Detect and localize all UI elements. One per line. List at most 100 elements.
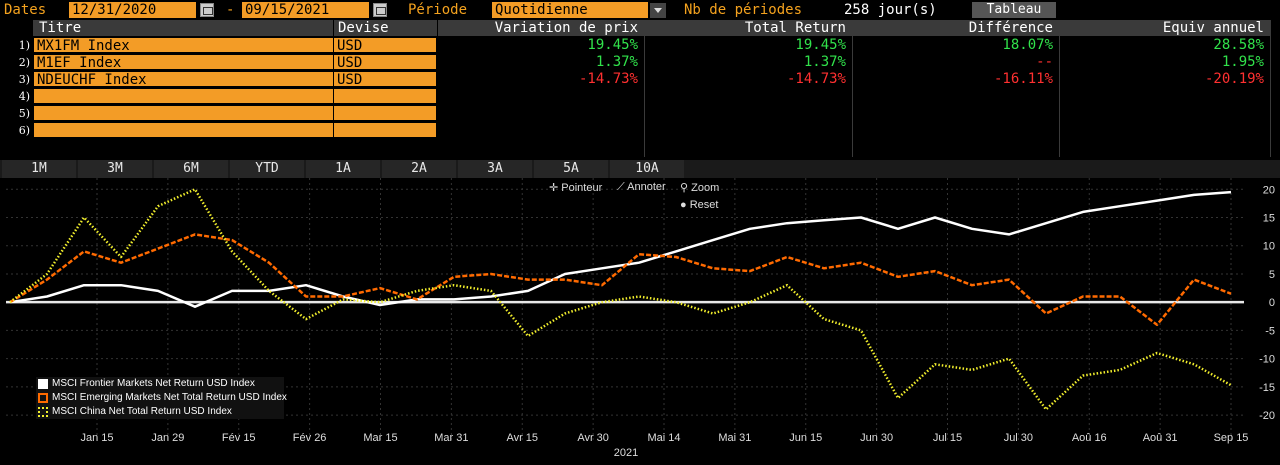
start-calendar-icon[interactable] [200,3,214,17]
difference-cell [853,105,1059,122]
equiv-cell [1060,105,1270,122]
header-devise[interactable]: Devise [334,20,437,36]
x-tick-label: Jun 30 [860,432,893,444]
search-icon: ⚲ [680,182,689,194]
series-line-0[interactable] [9,190,1232,308]
devise-cell[interactable] [333,105,437,121]
period-tab-10a[interactable]: 10A [610,160,684,178]
equiv-cell: -20.19% [1204,71,1264,87]
column-divider [852,20,853,157]
y-tick-label: -20 [1259,410,1275,422]
y-tick-label: 5 [1269,269,1275,281]
header-equiv-annuel[interactable]: Equiv annuel [1060,20,1270,36]
row-number: 3) [18,73,30,86]
total-cell: 19.45% [795,37,846,53]
toolbar: Dates 12/31/2020 - 09/15/2021 Période Qu… [0,0,1280,20]
pointeur-tool[interactable]: ✛ Pointeur [549,182,603,194]
period-tab-6m[interactable]: 6M [154,160,228,178]
x-tick-label: Aoû 31 [1143,432,1178,444]
x-tick-label: Jul 15 [933,432,962,444]
x-tick-label: Mar 31 [434,432,468,444]
variation-cell [438,105,644,122]
header-titre[interactable]: Titre [33,20,333,36]
header-total-return[interactable]: Total Return [645,20,852,36]
period-tab-ytd[interactable]: YTD [230,160,304,178]
total-cell: 1.37% [803,54,846,70]
devise-cell[interactable]: USD [333,71,437,87]
end-calendar-icon[interactable] [373,3,387,17]
header-difference[interactable]: Différence [853,20,1059,36]
legend-swatch [38,379,48,389]
titre-cell[interactable]: MX1FM Index [33,37,334,53]
difference-cell: -16.11% [993,71,1053,87]
periode-dropdown[interactable]: Quotidienne [492,2,648,18]
row-number: 6) [18,124,30,137]
y-tick-label: 15 [1263,213,1275,225]
x-tick-label: Jan 29 [151,432,184,444]
titre-cell[interactable] [33,88,334,104]
row-number: 5) [18,107,30,120]
crosshair-icon: ✛ [549,182,559,194]
date-separator: - [226,2,235,18]
x-tick-label: Mai 31 [718,432,751,444]
devise-cell[interactable]: USD [333,37,437,53]
difference-cell [853,88,1059,105]
y-tick-label: 20 [1263,184,1275,196]
tableau-button[interactable]: Tableau [972,2,1056,18]
variation-cell [438,88,644,105]
x-tick-label: Avr 30 [577,432,609,444]
x-tick-label: Mar 15 [363,432,397,444]
devise-cell[interactable]: USD [333,54,437,70]
legend-item[interactable]: MSCI Frontier Markets Net Return USD Ind… [36,377,284,391]
dates-label: Dates [4,2,47,18]
difference-cell: -- [1036,54,1053,70]
titre-cell[interactable]: NDEUCHF Index [33,71,334,87]
x-tick-label: Fév 15 [222,432,256,444]
securities-table: Titre Devise Variation de prix Total Ret… [0,20,1280,157]
x-tick-label: Fév 26 [293,432,327,444]
titre-cell[interactable] [33,122,334,138]
total-cell [645,105,852,122]
zoom-tool[interactable]: ⚲ Zoom [680,182,720,194]
column-divider [644,20,645,157]
end-date-field[interactable]: 09/15/2021 [242,2,369,18]
period-tab-3a[interactable]: 3A [458,160,532,178]
period-tab-3m[interactable]: 3M [78,160,152,178]
pencil-icon: ⟋ [617,181,625,193]
titre-cell[interactable] [33,105,334,121]
x-tick-label: Sep 15 [1214,432,1249,444]
row-number: 2) [18,56,30,69]
x-tick-label: Mai 14 [647,432,680,444]
x-tick-label: Avr 15 [506,432,538,444]
period-tab-5a[interactable]: 5A [534,160,608,178]
legend-item[interactable]: MSCI China Net Total Return USD Index [36,405,284,419]
start-date-field[interactable]: 12/31/2020 [69,2,196,18]
series-line-1[interactable] [9,233,1232,327]
nb-periodes-label: Nb de périodes [684,2,803,18]
y-tick-label: -5 [1265,325,1275,337]
variation-cell: 1.37% [595,54,638,70]
difference-cell [853,122,1059,139]
header-variation[interactable]: Variation de prix [438,20,644,36]
total-cell [645,88,852,105]
period-tab-1m[interactable]: 1M [2,160,76,178]
legend-swatch [38,407,48,417]
reset-icon: ● [680,199,687,211]
row-number: 4) [18,90,30,103]
variation-cell [438,122,644,139]
devise-cell[interactable] [333,88,437,104]
period-tab-2a[interactable]: 2A [382,160,456,178]
chevron-down-icon[interactable] [650,3,666,18]
column-divider [1270,20,1271,157]
equiv-cell: 28.58% [1213,37,1264,53]
difference-cell: 18.07% [1002,37,1053,53]
devise-cell[interactable] [333,122,437,138]
legend-swatch [38,393,48,403]
titre-cell[interactable]: M1EF Index [33,54,334,70]
period-tab-1a[interactable]: 1A [306,160,380,178]
x-year-label: 2021 [614,447,638,459]
legend-item[interactable]: MSCI Emerging Markets Net Total Return U… [36,391,287,405]
reset-tool[interactable]: ● Reset [680,199,719,211]
period-tabs: 1M 3M 6M YTD 1A 2A 3A 5A 10A [0,160,1280,178]
annoter-tool[interactable]: ⟋ Annoter [617,181,666,193]
